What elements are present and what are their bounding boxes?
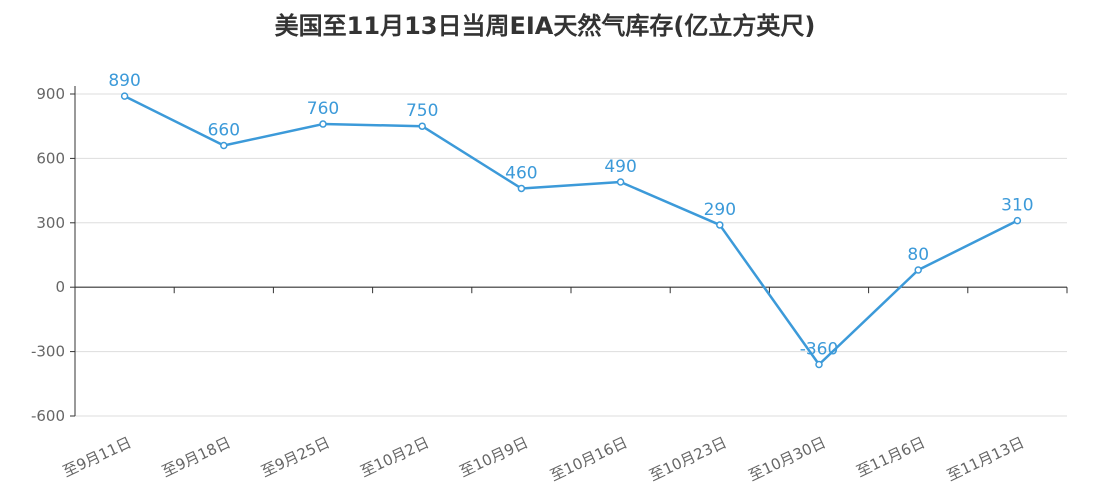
data-label: 490 (604, 157, 636, 177)
data-point (517, 184, 526, 193)
data-label: 750 (406, 101, 438, 121)
data-labels: 890 660 760 750 460 490 290 -360 80 310 (108, 71, 1033, 359)
data-label: 80 (907, 245, 929, 265)
x-tick-label: 至10月16日 (547, 433, 630, 484)
x-tick-label: 至10月23日 (646, 433, 729, 484)
data-point (1013, 216, 1022, 225)
data-point (914, 266, 922, 274)
x-tick-label: 至10月2日 (358, 433, 432, 480)
data-label: 310 (1001, 196, 1033, 216)
data-label: 660 (208, 121, 240, 141)
data-point (616, 178, 625, 186)
data-point (120, 92, 129, 100)
x-tick-label: 至10月30日 (746, 433, 829, 484)
data-label: 290 (704, 200, 736, 220)
y-tick-label: -300 (31, 343, 65, 361)
data-label: 760 (307, 99, 339, 119)
x-tick-label: 至9月11日 (60, 433, 134, 480)
data-point (220, 141, 228, 150)
x-tick-label: 至9月18日 (159, 433, 233, 480)
y-tick-label: 300 (36, 214, 65, 232)
x-tick-label: 至11月6日 (854, 433, 928, 480)
y-tick-label: -600 (31, 407, 65, 425)
data-point (716, 221, 724, 229)
series-path (124, 95, 1018, 366)
data-point (418, 122, 426, 130)
data-point (815, 360, 823, 369)
data-label: 890 (108, 71, 140, 91)
x-axis: 至9月11日 至9月18日 至9月25日 至10月2日 至10月9日 至10月16日 至10… (60, 286, 1068, 485)
grid-lines (75, 93, 1067, 417)
x-tick-label: 至11月13日 (944, 433, 1027, 484)
chart-title: 美国至11月13日当周EIA天然气库存(亿立方英尺) (275, 12, 816, 40)
x-tick-label: 至10月9日 (457, 433, 531, 480)
data-point (319, 120, 327, 128)
x-tick-label: 至9月25日 (258, 433, 332, 480)
y-tick-label: 600 (36, 149, 65, 167)
y-axis: 900 600 300 0 -300 -600 (31, 85, 76, 425)
data-label: 460 (505, 163, 537, 183)
series-line (120, 92, 1022, 369)
y-tick-label: 900 (36, 85, 65, 103)
y-tick-label: 0 (55, 278, 65, 296)
data-label: -360 (800, 339, 839, 359)
